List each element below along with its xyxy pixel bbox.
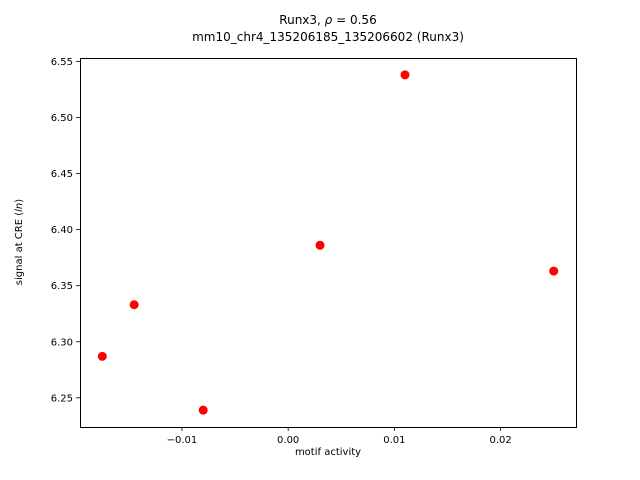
title-prefix: Runx3, <box>279 13 325 27</box>
data-point <box>97 351 107 361</box>
x-tick-label: 0.00 <box>277 435 299 446</box>
title-line-1: Runx3, ρ = 0.56 <box>80 12 576 29</box>
y-label-suffix: ) <box>14 198 25 203</box>
y-tick-label: 6.55 <box>51 57 73 68</box>
y-label-prefix: signal at CRE ( <box>14 211 25 286</box>
y-tick-label: 6.50 <box>51 113 73 124</box>
y-axis-label: signal at CRE (ln) <box>14 92 28 392</box>
title-line-2: mm10_chr4_135206185_135206602 (Runx3) <box>192 30 464 44</box>
y-tick-label: 6.30 <box>51 337 73 348</box>
x-tick-label: 0.01 <box>383 435 405 446</box>
data-point <box>198 405 208 415</box>
data-point <box>129 300 139 310</box>
y-label-ln: ln <box>14 202 25 212</box>
title-suffix: = 0.56 <box>332 13 377 27</box>
x-tick-label: 0.02 <box>489 435 511 446</box>
y-tick-label: 6.45 <box>51 169 73 180</box>
plot-border <box>80 58 577 428</box>
title-rho-symbol: ρ <box>324 13 333 27</box>
data-point <box>315 240 325 250</box>
y-tick-label: 6.35 <box>51 281 73 292</box>
data-point <box>549 266 559 276</box>
data-point <box>400 70 410 80</box>
y-tick-label: 6.25 <box>51 393 73 404</box>
x-tick-label: −0.01 <box>167 435 198 446</box>
chart-title: Runx3, ρ = 0.56 mm10_chr4_135206185_1352… <box>80 12 576 46</box>
y-tick-label: 6.40 <box>51 225 73 236</box>
x-axis-label: motif activity <box>294 447 362 458</box>
